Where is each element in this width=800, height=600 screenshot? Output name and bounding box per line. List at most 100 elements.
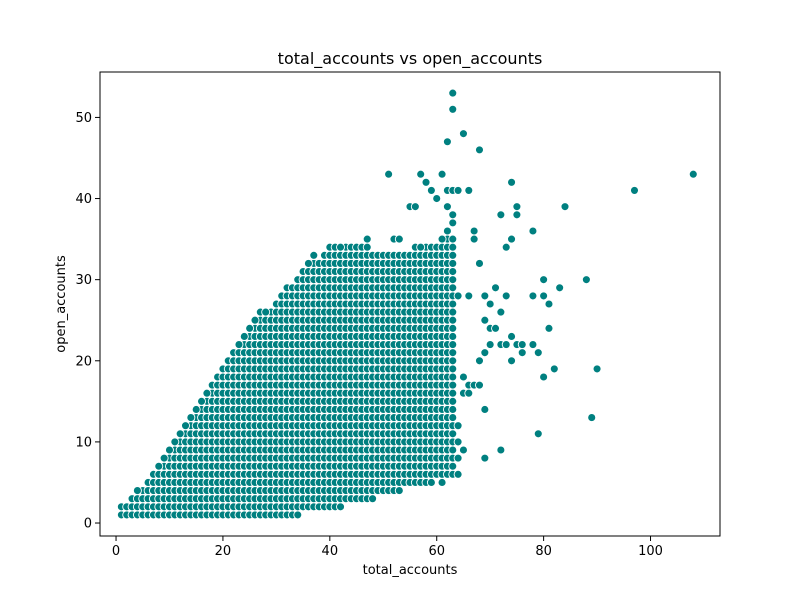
data-point — [528, 291, 538, 301]
data-point — [464, 291, 474, 301]
x-tick-label: 0 — [112, 544, 120, 559]
x-tick-label: 40 — [322, 544, 339, 559]
data-point — [459, 129, 468, 139]
data-point — [159, 453, 169, 463]
y-axis-label: open_accounts — [54, 255, 69, 353]
data-point — [469, 234, 479, 244]
x-axis-ticks: 0 20 40 60 80 100 — [112, 536, 663, 559]
data-point — [587, 413, 597, 423]
data-point — [448, 388, 458, 398]
data-point — [475, 145, 484, 155]
data-point — [448, 104, 458, 114]
y-tick-label: 10 — [75, 435, 92, 450]
data-point — [507, 234, 516, 244]
data-point — [432, 194, 442, 204]
data-point — [448, 267, 458, 276]
chart-title: total_accounts vs open_accounts — [278, 49, 543, 69]
data-point — [507, 177, 516, 187]
data-point — [496, 445, 506, 455]
data-point — [234, 340, 244, 350]
data-point — [507, 356, 516, 366]
data-point — [464, 185, 474, 195]
data-point — [368, 494, 378, 504]
data-point — [416, 242, 426, 252]
data-point — [448, 356, 458, 366]
data-point — [394, 234, 404, 244]
data-point — [581, 275, 591, 285]
data-point — [539, 291, 549, 301]
data-point — [416, 169, 426, 179]
data-point — [181, 421, 190, 431]
data-point — [448, 429, 458, 439]
data-point — [630, 185, 639, 195]
data-point — [475, 380, 484, 390]
data-point — [191, 405, 201, 414]
data-point — [304, 258, 313, 268]
data-point — [491, 323, 500, 333]
data-point — [528, 226, 538, 236]
data-point — [688, 169, 698, 179]
data-point — [453, 469, 463, 479]
plot-frame — [99, 71, 721, 537]
data-point — [448, 348, 458, 358]
data-point — [507, 332, 516, 341]
data-point — [544, 323, 554, 333]
data-point — [469, 226, 479, 236]
y-tick-label: 0 — [84, 517, 92, 532]
data-point — [336, 242, 345, 252]
data-point — [459, 445, 468, 455]
data-point — [448, 234, 458, 244]
data-point — [448, 332, 458, 341]
data-point — [437, 169, 447, 179]
data-point — [464, 388, 474, 398]
data-point — [202, 388, 212, 398]
data-point — [480, 405, 490, 414]
data-point — [533, 429, 543, 439]
data-point — [453, 185, 463, 195]
data-point — [336, 502, 345, 512]
data-point — [480, 453, 490, 463]
data-point — [448, 242, 458, 252]
data-point — [448, 396, 458, 406]
data-point — [448, 218, 458, 228]
data-point — [384, 169, 394, 179]
data-point — [154, 461, 164, 471]
data-point — [448, 461, 458, 471]
data-point — [448, 372, 458, 382]
data-point — [496, 210, 506, 220]
data-point — [437, 478, 447, 487]
data-point — [448, 380, 458, 390]
data-point — [239, 332, 249, 341]
data-point — [517, 340, 527, 350]
data-point — [165, 445, 174, 455]
data-point — [448, 250, 458, 260]
data-point — [442, 137, 452, 147]
x-tick-label: 100 — [638, 544, 663, 559]
data-point — [448, 210, 458, 220]
data-point — [453, 453, 463, 463]
data-point — [448, 275, 458, 285]
data-point — [442, 226, 452, 236]
data-point — [448, 340, 458, 350]
data-point — [517, 348, 527, 358]
data-point — [480, 348, 490, 358]
data-point — [421, 177, 431, 187]
data-point — [533, 348, 543, 358]
data-point — [480, 315, 490, 325]
y-tick-label: 20 — [75, 354, 92, 369]
data-point — [544, 299, 554, 309]
data-point — [480, 291, 490, 301]
data-point — [426, 478, 436, 487]
data-point — [448, 258, 458, 268]
y-axis-ticks: 0 10 20 30 40 50 — [75, 111, 100, 532]
data-point — [501, 291, 511, 301]
data-point — [261, 307, 271, 317]
data-point — [362, 242, 372, 252]
data-point — [453, 437, 463, 447]
data-point — [549, 364, 559, 374]
data-point — [448, 405, 458, 414]
data-point — [453, 421, 463, 431]
data-point — [485, 299, 495, 309]
data-point — [448, 307, 458, 317]
